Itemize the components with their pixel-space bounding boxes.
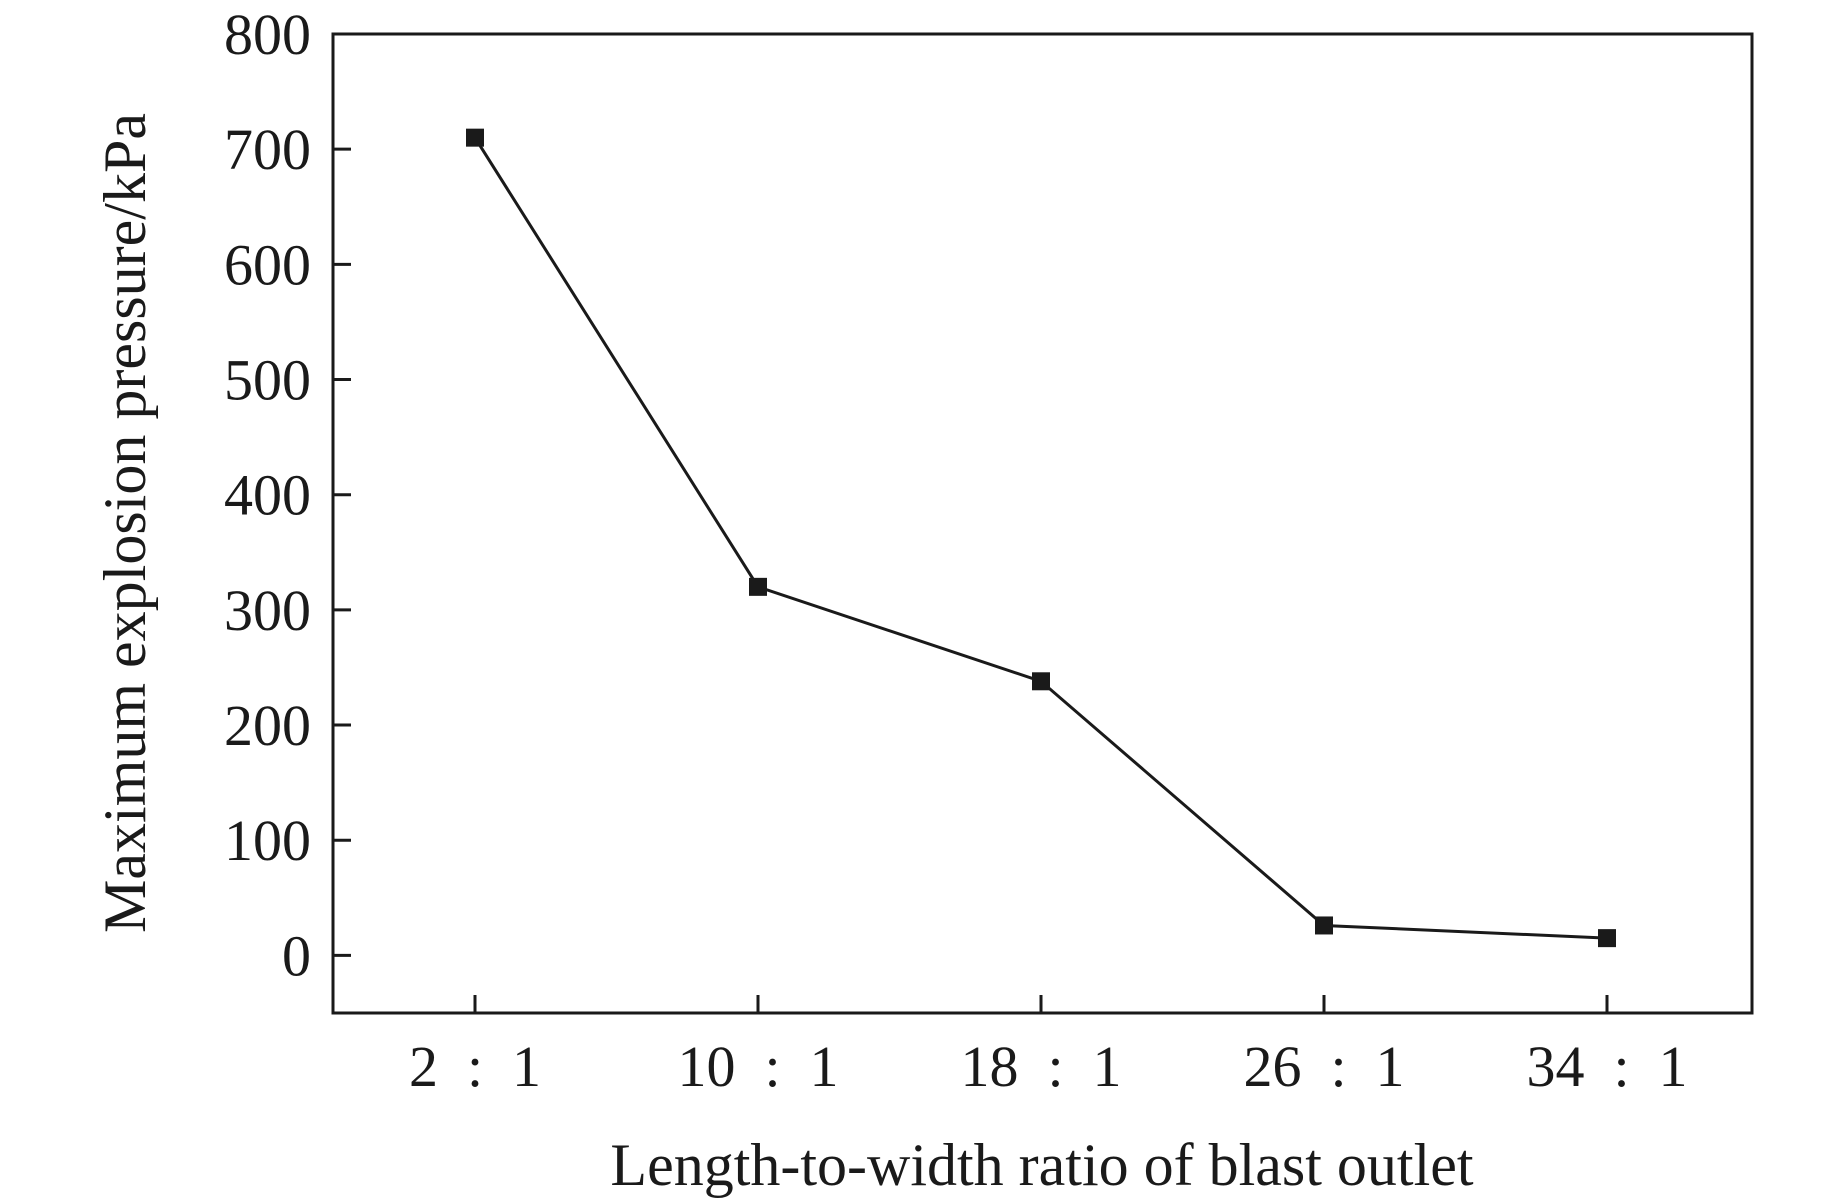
y-tick-label: 500 [224,348,311,413]
y-tick-label: 0 [282,923,311,988]
data-point [1598,929,1616,948]
series-line [473,136,1608,940]
x-tick-label: 34 : 1 [1526,1034,1687,1099]
x-axis: 2 : 1 10 : 1 18 : 1 26 : 1 34 : 1 [409,995,1688,1099]
x-tick-label: 10 : 1 [677,1034,838,1099]
x-tick-label: 2 : 1 [409,1034,541,1099]
y-tick-label: 200 [224,693,311,758]
y-axis: 0 100 200 300 400 500 600 700 800 [224,2,351,988]
plot-frame [331,32,1754,1015]
x-tick-label: 18 : 1 [960,1034,1121,1099]
y-tick-label: 100 [224,808,311,873]
data-point [466,128,484,147]
data-point [749,577,767,596]
data-point [1315,916,1333,935]
y-tick-label: 400 [224,463,311,528]
series-layer [466,128,1616,948]
y-tick-label: 700 [224,117,311,182]
data-point [1032,672,1050,691]
y-tick-label: 600 [224,232,311,297]
y-tick-label: 300 [224,578,311,643]
x-axis-title: Length-to-width ratio of blast outlet [610,1132,1473,1198]
y-tick-label: 800 [224,2,311,67]
x-tick-label: 26 : 1 [1243,1034,1404,1099]
y-axis-title: Maximum explosion pressure/kPa [92,113,158,933]
